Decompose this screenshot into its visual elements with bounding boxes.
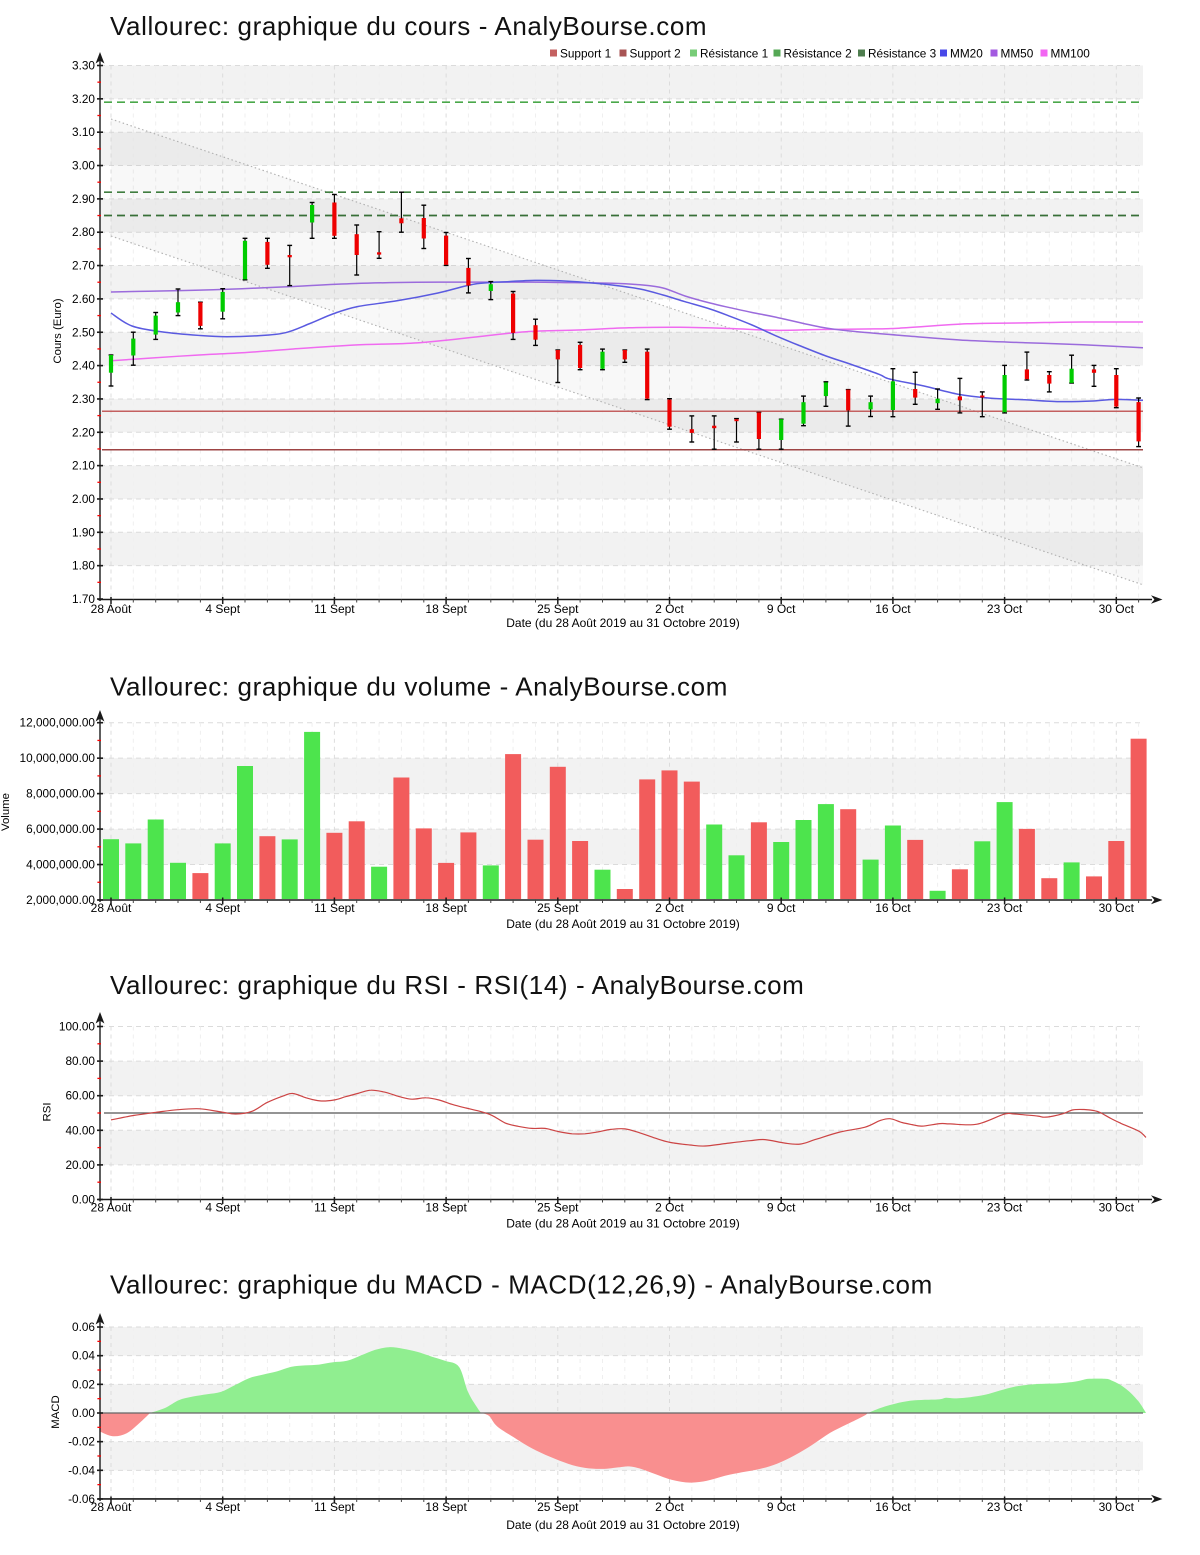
svg-text:MACD: MACD	[50, 1395, 62, 1429]
svg-text:-0.02: -0.02	[68, 1435, 95, 1449]
svg-text:80.00: 80.00	[65, 1054, 95, 1068]
svg-text:4 Sept: 4 Sept	[205, 1500, 240, 1514]
svg-text:2.80: 2.80	[72, 225, 95, 239]
svg-text:28 Août: 28 Août	[91, 901, 132, 915]
svg-text:9 Oct: 9 Oct	[767, 901, 796, 915]
svg-text:Vallourec: graphique du cours: Vallourec: graphique du cours - AnalyBou…	[110, 11, 707, 41]
svg-text:100.00: 100.00	[59, 1020, 96, 1034]
svg-text:RSI: RSI	[42, 1103, 54, 1122]
svg-text:2.40: 2.40	[72, 359, 95, 373]
svg-text:2 Oct: 2 Oct	[655, 901, 684, 915]
svg-text:8,000,000.00: 8,000,000.00	[26, 787, 95, 801]
svg-text:2.20: 2.20	[72, 425, 95, 439]
svg-text:2.70: 2.70	[72, 259, 95, 273]
svg-text:25 Sept: 25 Sept	[537, 602, 579, 616]
svg-text:2.60: 2.60	[72, 292, 95, 306]
svg-text:30 Oct: 30 Oct	[1099, 602, 1135, 616]
svg-text:MM100: MM100	[1051, 47, 1091, 61]
svg-text:23 Oct: 23 Oct	[987, 1500, 1023, 1514]
svg-text:4 Sept: 4 Sept	[205, 901, 240, 915]
svg-text:16 Oct: 16 Oct	[875, 1201, 911, 1215]
svg-text:6,000,000.00: 6,000,000.00	[26, 822, 95, 836]
svg-text:23 Oct: 23 Oct	[987, 901, 1023, 915]
svg-text:16 Oct: 16 Oct	[875, 1500, 911, 1514]
svg-text:18 Sept: 18 Sept	[425, 1500, 467, 1514]
svg-text:Résistance 2: Résistance 2	[784, 47, 852, 61]
svg-text:Cours (Euro): Cours (Euro)	[52, 298, 64, 363]
svg-text:28 Août: 28 Août	[91, 602, 132, 616]
svg-text:30 Oct: 30 Oct	[1099, 1500, 1135, 1514]
svg-text:4 Sept: 4 Sept	[205, 602, 240, 616]
svg-text:9 Oct: 9 Oct	[767, 602, 796, 616]
svg-text:2 Oct: 2 Oct	[655, 1500, 684, 1514]
svg-text:0.04: 0.04	[72, 1349, 95, 1363]
svg-text:3.10: 3.10	[72, 125, 95, 139]
svg-text:25 Sept: 25 Sept	[537, 1201, 579, 1215]
svg-text:Date (du 28 Août 2019 au 31 Oc: Date (du 28 Août 2019 au 31 Octobre 2019…	[506, 616, 740, 630]
svg-text:11 Sept: 11 Sept	[314, 1500, 355, 1514]
svg-text:Résistance 3: Résistance 3	[868, 47, 937, 61]
svg-text:11 Sept: 11 Sept	[314, 1201, 355, 1215]
svg-text:Support 2: Support 2	[630, 47, 681, 61]
svg-text:10,000,000.00: 10,000,000.00	[20, 751, 96, 765]
svg-text:2.50: 2.50	[72, 325, 95, 339]
svg-text:25 Sept: 25 Sept	[537, 901, 579, 915]
svg-text:Vallourec: graphique du MACD -: Vallourec: graphique du MACD - MACD(12,2…	[110, 1270, 933, 1300]
svg-text:23 Oct: 23 Oct	[987, 602, 1023, 616]
svg-text:-0.04: -0.04	[68, 1463, 95, 1477]
svg-text:60.00: 60.00	[65, 1089, 95, 1103]
svg-text:Date (du 28 Août 2019 au 31 Oc: Date (du 28 Août 2019 au 31 Octobre 2019…	[506, 1518, 740, 1532]
svg-text:MM50: MM50	[1001, 47, 1034, 61]
svg-text:12,000,000.00: 12,000,000.00	[20, 716, 96, 730]
svg-text:23 Oct: 23 Oct	[987, 1201, 1023, 1215]
svg-text:Vallourec: graphique du RSI -: Vallourec: graphique du RSI - RSI(14) - …	[110, 970, 804, 1000]
svg-text:40.00: 40.00	[65, 1123, 95, 1137]
svg-text:2.00: 2.00	[72, 492, 95, 506]
svg-text:28 Août: 28 Août	[91, 1201, 132, 1215]
svg-text:1.90: 1.90	[72, 525, 95, 539]
svg-text:3.30: 3.30	[72, 59, 95, 73]
svg-text:20.00: 20.00	[65, 1158, 95, 1172]
svg-text:4 Sept: 4 Sept	[205, 1201, 240, 1215]
svg-text:2.90: 2.90	[72, 192, 95, 206]
svg-text:2.10: 2.10	[72, 459, 95, 473]
svg-text:Date (du 28 Août 2019 au 31 Oc: Date (du 28 Août 2019 au 31 Octobre 2019…	[506, 1217, 740, 1231]
svg-text:28 Août: 28 Août	[91, 1500, 132, 1514]
svg-text:Vallourec: graphique du volume: Vallourec: graphique du volume - AnalyBo…	[110, 671, 728, 701]
svg-text:Résistance 1: Résistance 1	[700, 47, 768, 61]
svg-text:11 Sept: 11 Sept	[314, 602, 355, 616]
svg-text:0.06: 0.06	[72, 1320, 95, 1334]
svg-text:Date (du 28 Août 2019 au 31 Oc: Date (du 28 Août 2019 au 31 Octobre 2019…	[506, 917, 740, 931]
svg-text:3.20: 3.20	[72, 92, 95, 106]
svg-text:11 Sept: 11 Sept	[314, 901, 355, 915]
svg-text:Volume: Volume	[0, 793, 12, 831]
svg-text:2 Oct: 2 Oct	[655, 602, 684, 616]
svg-text:MM20: MM20	[950, 47, 983, 61]
svg-text:18 Sept: 18 Sept	[425, 901, 467, 915]
svg-text:0.02: 0.02	[72, 1377, 95, 1391]
svg-text:1.80: 1.80	[72, 559, 95, 573]
svg-text:2,000,000.00: 2,000,000.00	[26, 893, 95, 907]
svg-text:30 Oct: 30 Oct	[1099, 1201, 1135, 1215]
svg-text:0.00: 0.00	[72, 1193, 95, 1207]
svg-text:1.70: 1.70	[72, 592, 95, 606]
svg-text:4,000,000.00: 4,000,000.00	[26, 858, 95, 872]
svg-text:2.30: 2.30	[72, 392, 95, 406]
svg-text:30 Oct: 30 Oct	[1099, 901, 1135, 915]
svg-text:-0.06: -0.06	[68, 1492, 95, 1506]
svg-text:18 Sept: 18 Sept	[425, 1201, 467, 1215]
svg-text:3.00: 3.00	[72, 159, 95, 173]
svg-text:0.00: 0.00	[72, 1406, 95, 1420]
svg-text:16 Oct: 16 Oct	[875, 602, 911, 616]
svg-text:Support 1: Support 1	[560, 47, 611, 61]
svg-text:9 Oct: 9 Oct	[767, 1500, 796, 1514]
svg-text:25 Sept: 25 Sept	[537, 1500, 579, 1514]
svg-text:2 Oct: 2 Oct	[655, 1201, 684, 1215]
svg-text:18 Sept: 18 Sept	[425, 602, 467, 616]
svg-text:16 Oct: 16 Oct	[875, 901, 911, 915]
svg-text:9 Oct: 9 Oct	[767, 1201, 796, 1215]
